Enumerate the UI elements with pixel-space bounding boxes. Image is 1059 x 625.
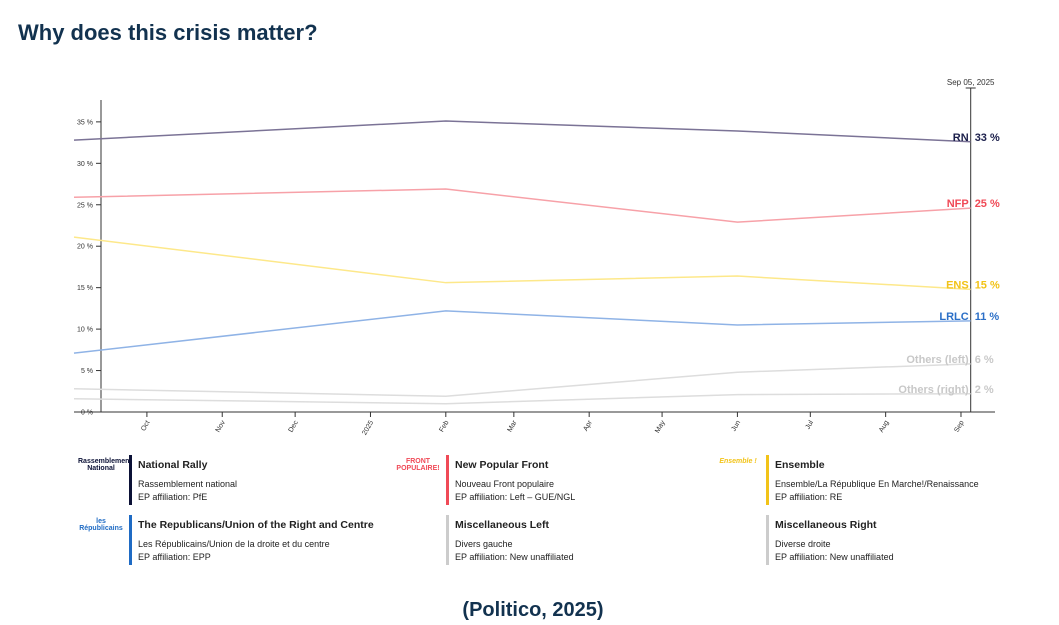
value-label: 33 % xyxy=(975,132,1000,144)
value-label: 25 % xyxy=(975,198,1000,210)
value-label: 2 % xyxy=(975,384,994,396)
x-tick-label: Nov xyxy=(215,419,228,434)
y-tick-label: 20 % xyxy=(77,244,93,251)
x-tick-label: Mar xyxy=(506,419,518,434)
x-tick-label: Apr xyxy=(582,419,594,433)
party-logo: Ensemble ! xyxy=(719,458,757,465)
y-tick-label: 25 % xyxy=(77,202,93,209)
party-full-name: Ensemble/La République En Marche!/Renais… xyxy=(775,479,979,489)
party-full-name: Diverse droite xyxy=(775,539,831,549)
party-affiliation: EP affiliation: RE xyxy=(775,492,843,502)
series-name: RN xyxy=(953,132,969,144)
party-name: Miscellaneous Right xyxy=(775,519,877,531)
legend-bar xyxy=(766,455,769,505)
series-name: Others (right) xyxy=(898,384,969,396)
series-line xyxy=(73,363,971,398)
party-full-name: Nouveau Front populaire xyxy=(455,479,555,489)
x-tick-label: Dec xyxy=(288,419,301,434)
x-tick-label: Jun xyxy=(730,419,742,432)
x-tick-label: Sep xyxy=(953,419,965,433)
series-name: NFP xyxy=(947,198,969,210)
series-name: ENS xyxy=(946,279,969,291)
legend-bar xyxy=(129,455,132,505)
party-affiliation: EP affiliation: New unaffiliated xyxy=(455,552,574,562)
legend-bar xyxy=(446,515,449,565)
date-label: Sep 05, 2025 xyxy=(947,78,995,87)
party-name: National Rally xyxy=(138,459,208,471)
series-line xyxy=(73,393,971,405)
x-tick-label: 2025 xyxy=(361,419,375,436)
party-name: The Republicans/Union of the Right and C… xyxy=(138,519,374,531)
source: (Politico, 2025) xyxy=(462,599,603,621)
y-tick-label: 30 % xyxy=(77,161,93,168)
party-full-name: Rassemblement national xyxy=(138,479,238,489)
legend-bar xyxy=(446,455,449,505)
y-tick-label: 15 % xyxy=(77,285,93,292)
party-logo: les Républicains xyxy=(79,518,123,532)
y-tick-label: 35 % xyxy=(77,119,93,126)
legend-bar xyxy=(766,515,769,565)
series-line xyxy=(73,188,971,223)
party-affiliation: EP affiliation: PfE xyxy=(138,492,208,502)
party-name: Miscellaneous Left xyxy=(455,519,549,531)
series-line xyxy=(73,310,971,354)
x-tick-label: May xyxy=(654,419,667,434)
party-logo: FRONT POPULAIRE! xyxy=(396,458,440,472)
x-tick-label: Oct xyxy=(140,419,152,432)
x-tick-label: Jul xyxy=(805,419,816,431)
value-label: 15 % xyxy=(975,279,1000,291)
legend-bar xyxy=(129,515,132,565)
party-affiliation: EP affiliation: EPP xyxy=(138,552,211,562)
party-full-name: Divers gauche xyxy=(455,539,513,549)
party-logo: Rassemblement National xyxy=(78,458,132,472)
x-tick-label: Feb xyxy=(438,419,450,433)
series-line xyxy=(73,236,971,291)
series-name: LRLC xyxy=(939,311,968,323)
series-name: Others (left) xyxy=(906,354,969,366)
party-affiliation: EP affiliation: Left – GUE/NGL xyxy=(455,492,576,502)
y-tick-label: 0 % xyxy=(81,410,93,417)
party-name: Ensemble xyxy=(775,459,825,471)
party-name: New Popular Front xyxy=(455,459,549,471)
party-affiliation: EP affiliation: New unaffiliated xyxy=(775,552,894,562)
x-tick-label: Aug xyxy=(878,419,890,433)
y-tick-label: 5 % xyxy=(81,368,93,375)
y-tick-label: 10 % xyxy=(77,327,93,334)
value-label: 11 % xyxy=(975,311,1000,323)
series-line xyxy=(73,120,971,143)
value-label: 6 % xyxy=(975,354,994,366)
party-full-name: Les Républicains/Union de la droite et d… xyxy=(138,539,330,549)
page-title: Why does this crisis matter? xyxy=(18,20,318,45)
